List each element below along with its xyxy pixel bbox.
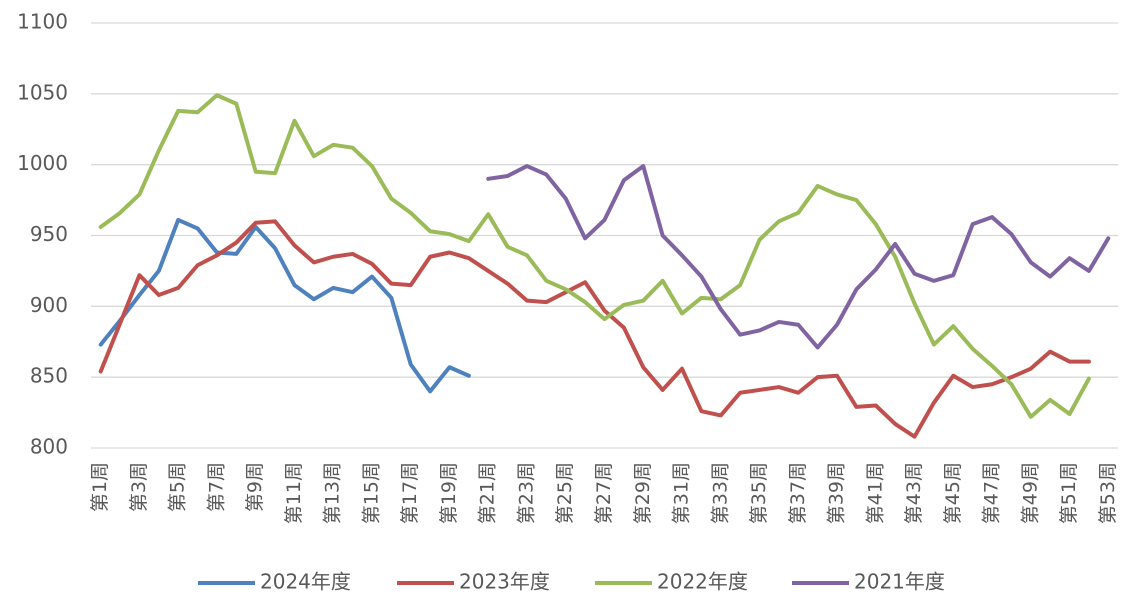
x-tick-label: 第25周 (554, 462, 576, 524)
series-line (98, 219, 1091, 439)
x-tick-label: 第27周 (593, 462, 615, 524)
x-tick-label: 第29周 (632, 462, 654, 524)
x-tick-label: 第43周 (903, 462, 925, 524)
y-tick-label: 850 (30, 364, 68, 388)
x-tick-label: 第3周 (128, 462, 150, 512)
x-tick-label: 第33周 (709, 462, 731, 524)
x-tick-label: 第23周 (515, 462, 537, 524)
series-line (486, 164, 1111, 350)
x-tick-label: 第49周 (1019, 462, 1041, 524)
x-tick-label: 第13周 (322, 462, 344, 524)
x-tick-label: 第19周 (438, 462, 460, 524)
x-tick-label: 第7周 (205, 462, 227, 512)
x-tick-label: 第15周 (360, 462, 382, 524)
legend-label: 2022年度 (657, 570, 748, 594)
series-line (98, 217, 471, 394)
x-tick-label: 第53周 (1097, 462, 1119, 524)
y-tick-label: 1100 (17, 10, 68, 34)
y-tick-label: 900 (30, 293, 68, 317)
y-tick-label: 1050 (17, 80, 68, 104)
x-tick-label: 第39周 (826, 462, 848, 524)
x-tick-label: 第45周 (942, 462, 964, 524)
x-tick-label: 第37周 (787, 462, 809, 524)
y-tick-label: 1000 (17, 151, 68, 175)
x-tick-label: 第21周 (477, 462, 499, 524)
x-tick-label: 第1周 (89, 462, 111, 512)
x-tick-label: 第41周 (864, 462, 886, 524)
x-tick-label: 第11周 (283, 462, 305, 524)
legend-label: 2021年度 (854, 570, 945, 594)
y-tick-label: 950 (30, 222, 68, 246)
legend-label: 2023年度 (459, 570, 550, 594)
x-tick-label: 第47周 (981, 462, 1003, 524)
x-tick-label: 第5周 (167, 462, 189, 512)
x-tick-label: 第51周 (1058, 462, 1080, 524)
legend-label: 2024年度 (260, 570, 351, 594)
series-line (98, 93, 1091, 419)
x-tick-label: 第9周 (244, 462, 266, 512)
x-tick-label: 第17周 (399, 462, 421, 524)
x-tick-label: 第31周 (671, 462, 693, 524)
y-tick-label: 800 (30, 435, 68, 459)
x-tick-label: 第35周 (748, 462, 770, 524)
